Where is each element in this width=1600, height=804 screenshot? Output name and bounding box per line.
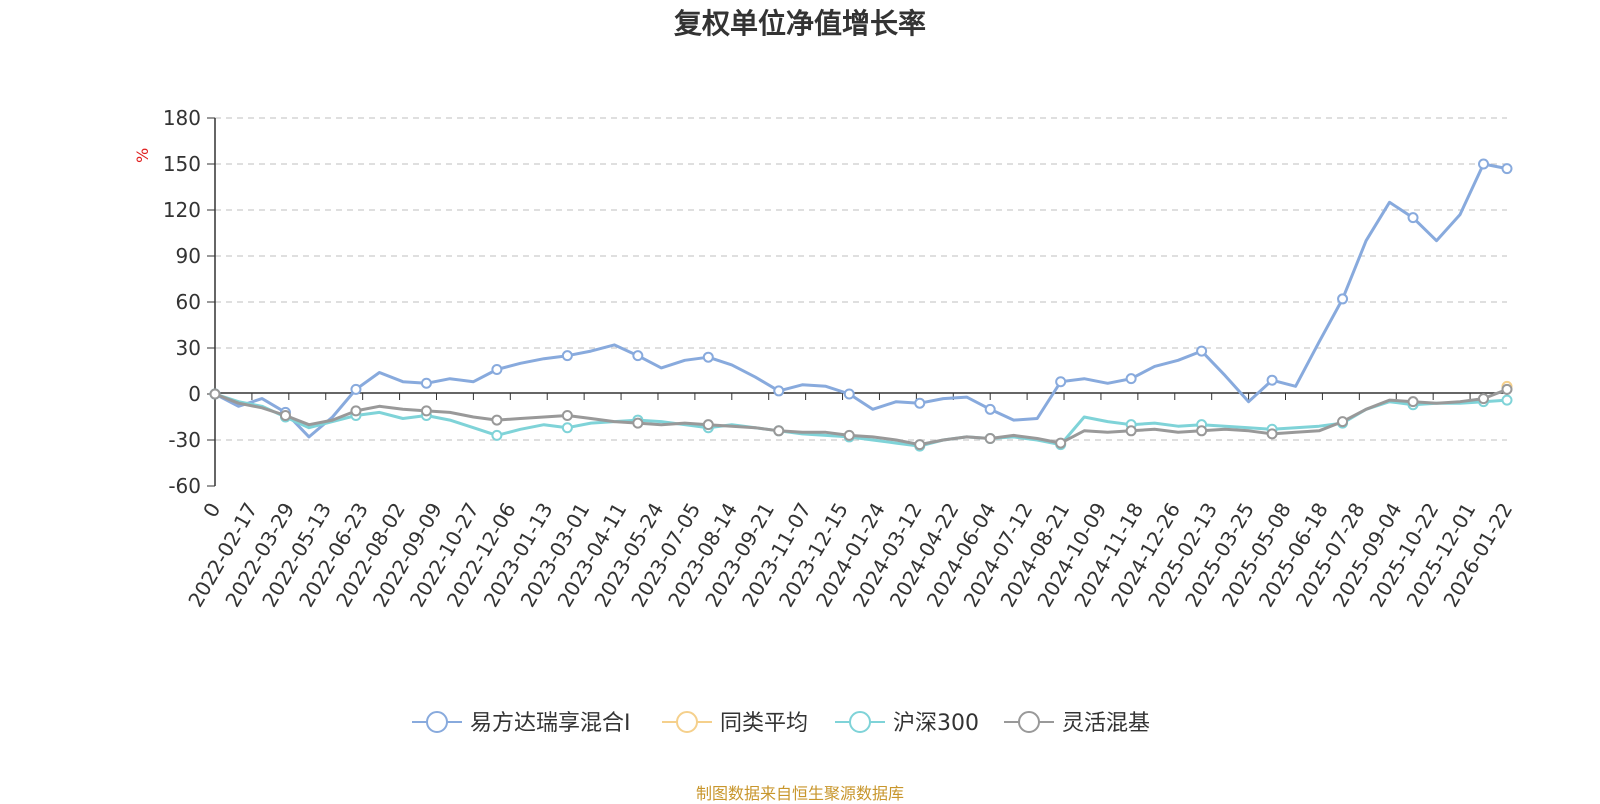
data-point <box>561 409 573 421</box>
data-point <box>984 432 996 444</box>
data-point <box>1337 293 1349 305</box>
data-point <box>984 403 996 415</box>
data-point <box>773 385 785 397</box>
y-tick-label: 30 <box>176 336 201 360</box>
series-lines <box>209 158 1513 452</box>
data-point <box>773 425 785 437</box>
data-point <box>491 363 503 375</box>
data-point <box>561 422 573 434</box>
data-point <box>420 377 432 389</box>
data-point <box>632 350 644 362</box>
x-tick-label: 0 <box>198 499 225 522</box>
data-point <box>491 429 503 441</box>
data-point <box>1266 374 1278 386</box>
legend-label: 灵活混基 <box>1062 711 1150 736</box>
data-point <box>632 417 644 429</box>
data-point <box>702 351 714 363</box>
legend-label: 同类平均 <box>720 711 808 736</box>
y-axis-unit-label: % <box>133 148 152 163</box>
y-tick-label: 180 <box>163 106 201 130</box>
legend-swatch-marker <box>849 711 871 733</box>
y-tick-label: 90 <box>176 244 201 268</box>
y-tick-label: -30 <box>168 428 201 452</box>
data-point <box>702 419 714 431</box>
data-point <box>1337 416 1349 428</box>
series-2 <box>209 388 1513 452</box>
data-point <box>1125 373 1137 385</box>
data-point <box>350 383 362 395</box>
data-point <box>1196 345 1208 357</box>
legend-swatch-marker <box>426 711 448 733</box>
data-point <box>491 414 503 426</box>
legend-swatch-marker <box>676 711 698 733</box>
legend-label: 易方达瑞享混合I <box>470 711 631 736</box>
y-tick-label: 0 <box>188 382 201 406</box>
legend[interactable]: 易方达瑞享混合I 同类平均 沪深300 灵活混基 <box>412 711 1150 736</box>
legend-swatch-marker <box>1018 711 1040 733</box>
data-point <box>1501 383 1513 395</box>
y-tick-label: 150 <box>163 152 201 176</box>
data-point <box>1266 428 1278 440</box>
series-0 <box>209 158 1513 439</box>
legend-label: 沪深300 <box>893 711 979 736</box>
data-point <box>561 350 573 362</box>
data-point <box>1196 425 1208 437</box>
grid-lines <box>215 117 1507 441</box>
chart-title: 复权单位净值增长率 <box>673 7 926 40</box>
y-tick-label: 120 <box>163 198 201 222</box>
data-point <box>1501 163 1513 175</box>
series-3 <box>209 383 1513 451</box>
y-axis-ticks: -60 -30 0 30 60 90 120 150 180 <box>163 106 215 498</box>
legend-item-1[interactable]: 同类平均 <box>662 711 808 736</box>
data-point <box>1055 376 1067 388</box>
legend-item-0[interactable]: 易方达瑞享混合I <box>412 711 631 736</box>
data-point <box>914 397 926 409</box>
data-point <box>1478 393 1490 405</box>
legend-item-2[interactable]: 沪深300 <box>835 711 979 736</box>
series-line <box>214 162 1508 439</box>
data-point <box>350 405 362 417</box>
legend-item-3[interactable]: 灵活混基 <box>1004 711 1150 736</box>
data-point <box>1407 396 1419 408</box>
data-point <box>1125 425 1137 437</box>
data-point <box>843 388 855 400</box>
y-tick-label: -60 <box>168 474 201 498</box>
data-point <box>1407 212 1419 224</box>
data-point <box>843 429 855 441</box>
data-point <box>420 405 432 417</box>
data-point <box>1501 394 1513 406</box>
source-note: 制图数据来自恒生聚源数据库 <box>695 784 904 803</box>
data-point <box>279 409 291 421</box>
y-tick-label: 60 <box>176 290 201 314</box>
data-point <box>914 439 926 451</box>
data-point <box>1478 158 1490 170</box>
data-point <box>209 388 221 400</box>
data-point <box>1055 437 1067 449</box>
